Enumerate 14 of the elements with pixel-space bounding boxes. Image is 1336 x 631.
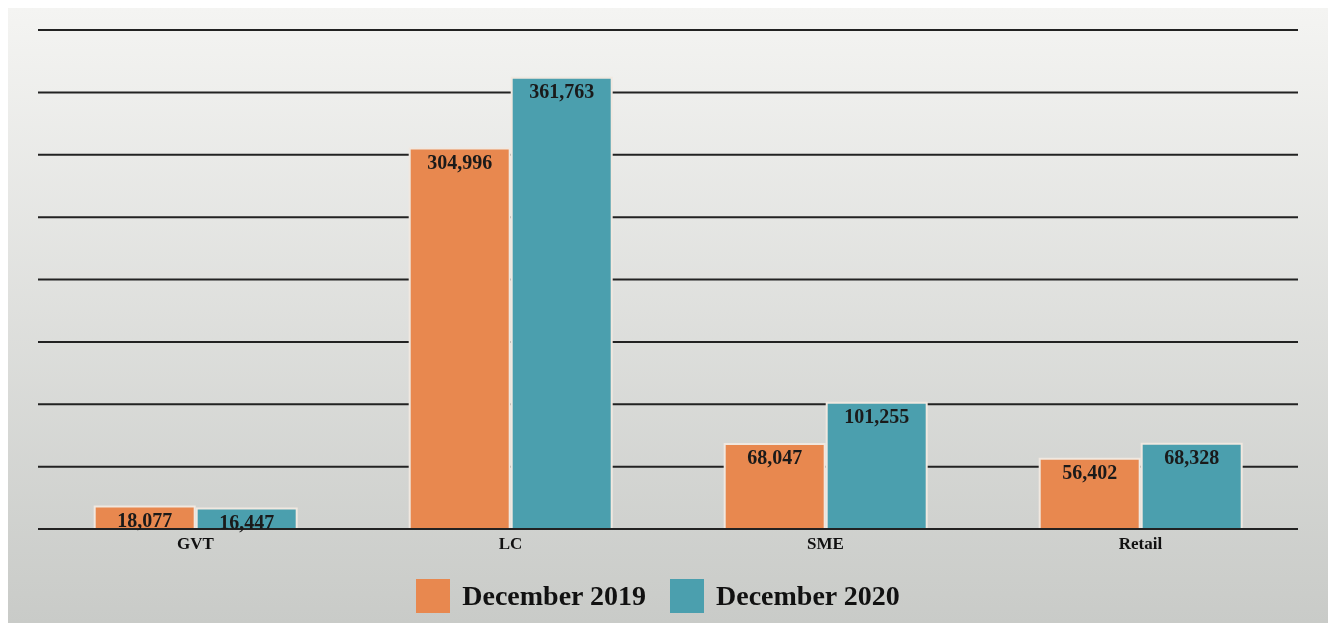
x-tick-label: Retail [1118,534,1163,554]
data-label: 101,255 [844,404,910,427]
data-label: 68,047 [747,446,803,469]
x-tick-label: LC [498,534,523,554]
data-label: 16,447 [219,510,275,533]
x-tick-label: GVT [177,534,215,554]
legend-label: December 2019 [462,580,646,612]
x-tick-label: SME [807,534,844,554]
series-label: December 2020 [716,580,900,612]
data-label: 56,402 [1062,460,1118,483]
data-label: 18,077 [117,508,173,531]
data-label: 304,996 [427,150,493,173]
data-label: 68,328 [1164,445,1220,468]
data-label: 361,763 [529,79,595,102]
